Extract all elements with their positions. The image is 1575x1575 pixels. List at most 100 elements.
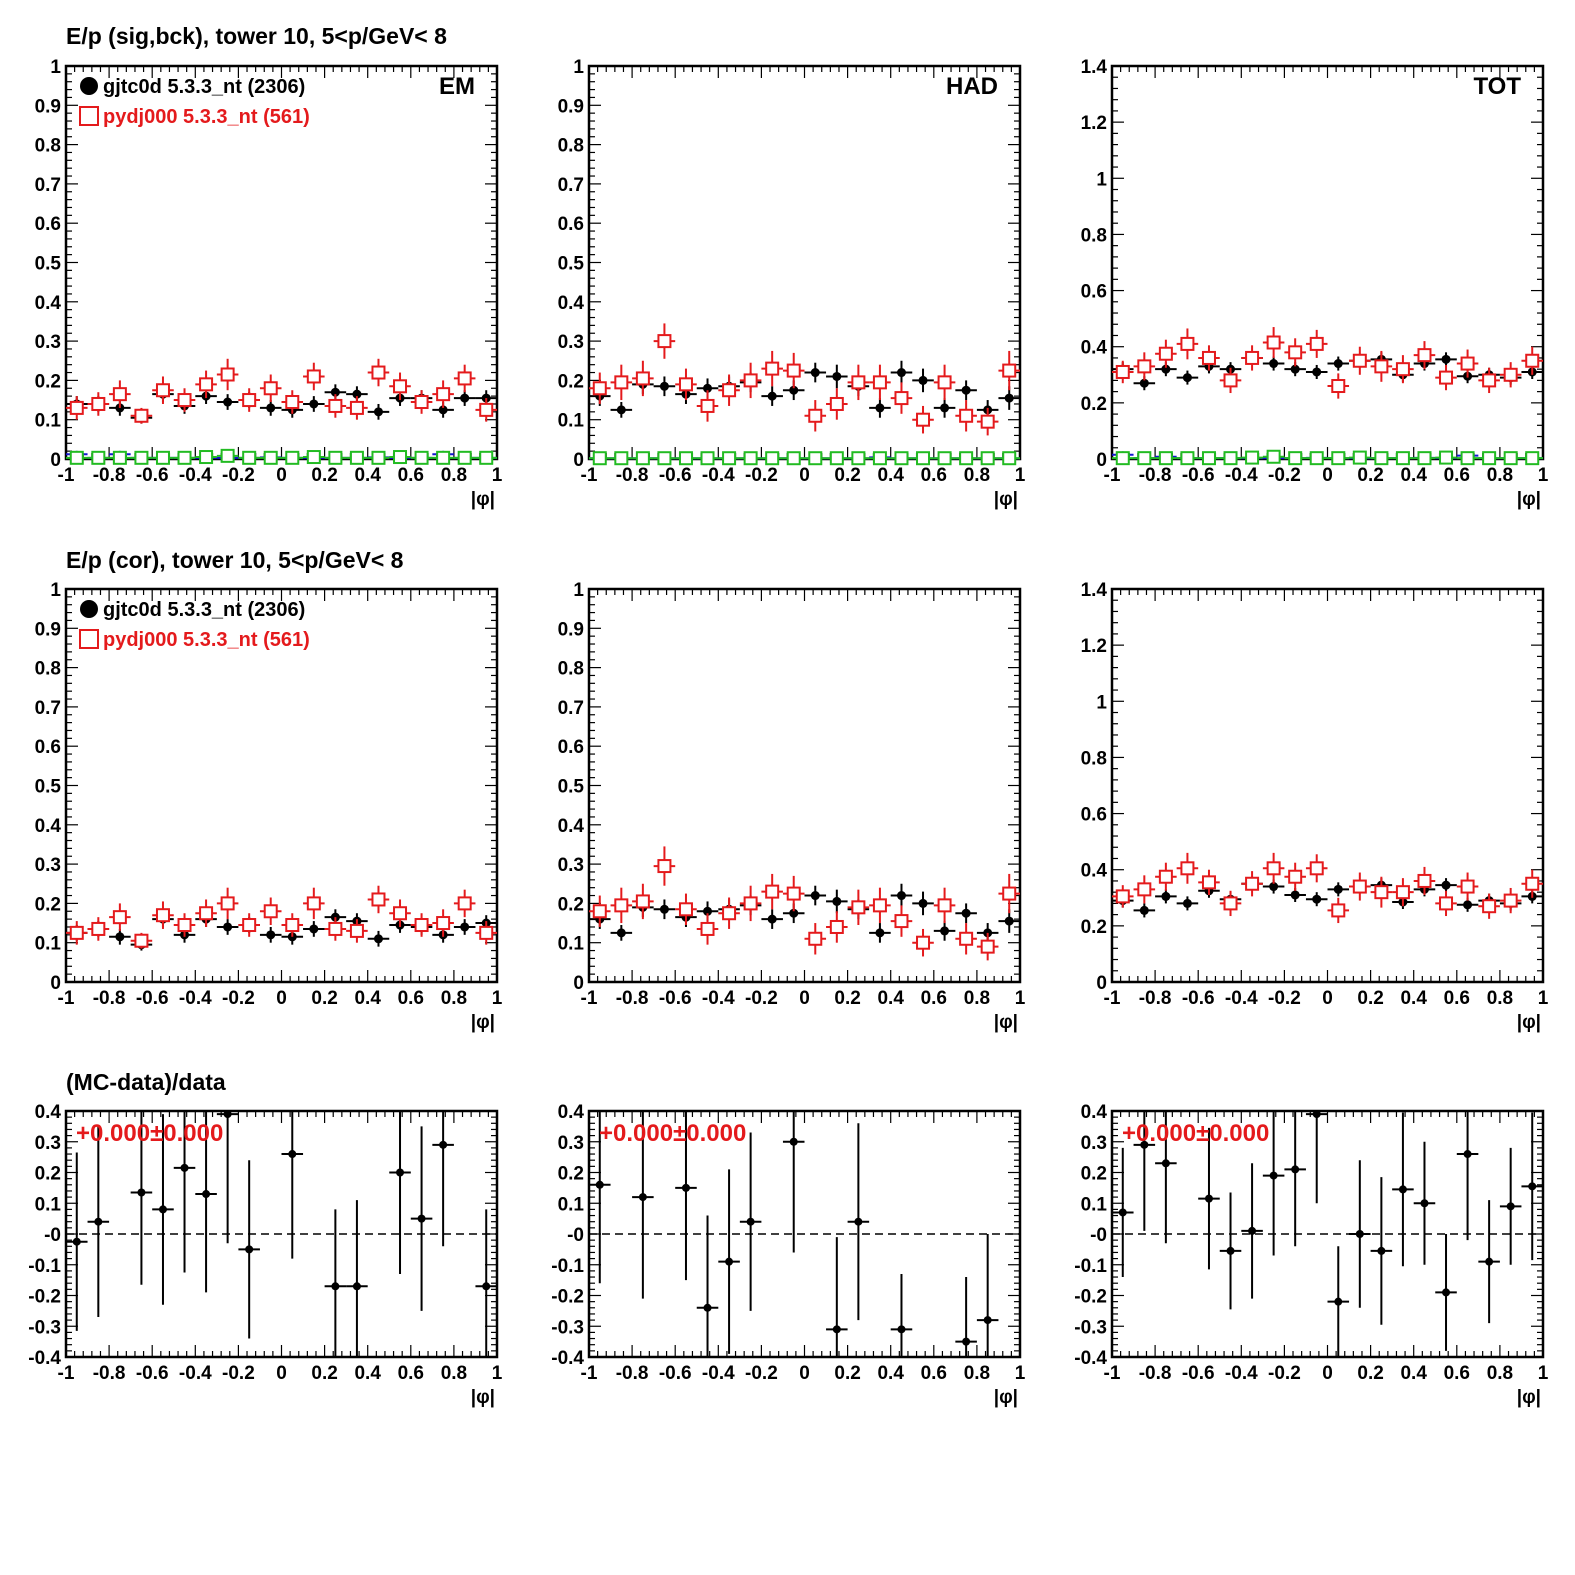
mc-point xyxy=(479,402,494,417)
legend-mc-marker xyxy=(79,106,99,126)
y-tick-label: 0.4 xyxy=(1081,338,1108,359)
x-tick-label: -0.2 xyxy=(1268,988,1301,1009)
x-tick-label: -1 xyxy=(1104,465,1121,486)
bck-mc-point xyxy=(614,451,629,466)
y-tick-label: 1 xyxy=(50,580,61,601)
ratio-point xyxy=(1334,1297,1343,1306)
data-point xyxy=(659,381,669,391)
panel-8: -1 -0.8 -0.6 -0.4 -0.2 0 0.2 0.4 0.6 0.8 1|φ|-0.4-… xyxy=(551,1102,1025,1408)
mc-point xyxy=(1180,861,1195,876)
bck-mc-point xyxy=(220,448,235,463)
mc-point xyxy=(1158,346,1173,361)
y-tick-label: 1 xyxy=(50,57,61,78)
ratio-point xyxy=(417,1214,426,1223)
y-tick-label: 0.1 xyxy=(35,1194,62,1215)
x-axis-label: |φ| xyxy=(994,1012,1018,1033)
ratio-point xyxy=(245,1245,254,1254)
mc-point xyxy=(1374,885,1389,900)
x-tick-label: -0.2 xyxy=(222,1363,255,1384)
mc-point xyxy=(1395,885,1410,900)
y-tick-label: 0.4 xyxy=(558,293,585,314)
y-tick-label: 0.1 xyxy=(1081,1194,1108,1215)
data-point xyxy=(1139,378,1149,388)
x-tick-label: -0.6 xyxy=(1182,1363,1215,1384)
y-tick-label: 0.4 xyxy=(1081,861,1108,882)
data-point xyxy=(266,403,276,413)
y-tick-label: 0.4 xyxy=(35,293,62,314)
mc-point xyxy=(457,896,472,911)
mc-point xyxy=(1525,353,1540,368)
mc-point xyxy=(894,914,909,929)
mc-point xyxy=(1439,896,1454,911)
mc-point xyxy=(678,902,693,917)
mc-point xyxy=(657,859,672,874)
data-point xyxy=(1441,880,1451,890)
mc-point xyxy=(765,884,780,899)
y-tick-label: 0.8 xyxy=(35,659,61,680)
x-tick-label: 0.4 xyxy=(877,1363,904,1384)
x-tick-label: 1 xyxy=(1015,988,1026,1009)
mc-point xyxy=(242,393,257,408)
mc-point xyxy=(700,398,715,413)
mc-point xyxy=(177,918,192,933)
bck-mc-point xyxy=(959,451,974,466)
mc-point xyxy=(1352,879,1367,894)
y-tick-label: -0.4 xyxy=(28,1348,61,1369)
x-tick-label: 0 xyxy=(799,465,810,486)
y-tick-label: 1 xyxy=(1096,169,1107,190)
data-point xyxy=(703,383,713,393)
y-tick-label: 0.2 xyxy=(558,371,584,392)
bck-mc-point xyxy=(414,450,429,465)
x-tick-label: -0.4 xyxy=(702,465,735,486)
x-tick-label: 0.6 xyxy=(398,465,424,486)
x-tick-label: -0.8 xyxy=(1139,465,1172,486)
mc-point xyxy=(328,398,343,413)
ratio-point xyxy=(1161,1159,1170,1168)
mc-point xyxy=(306,896,321,911)
bck-mc-point xyxy=(786,451,801,466)
ratio-point xyxy=(482,1282,491,1291)
mc-point xyxy=(1503,893,1518,908)
bck-mc-point xyxy=(1115,451,1130,466)
data-point xyxy=(767,391,777,401)
panel-6: -1 -0.8 -0.6 -0.4 -0.2 0 0.2 0.4 0.6 0.8 1 |φ| 0 0.2 0… xyxy=(1081,580,1549,1033)
data-point xyxy=(1441,354,1451,364)
y-tick-label: 0.3 xyxy=(35,1133,61,1154)
ratio-point xyxy=(703,1303,712,1312)
mc-point xyxy=(306,369,321,384)
x-tick-label: 0.2 xyxy=(311,1363,337,1384)
bck-mc-point xyxy=(371,450,386,465)
x-tick-label: 0.6 xyxy=(921,988,947,1009)
bck-mc-point xyxy=(436,450,451,465)
x-tick-label: 1 xyxy=(492,465,503,486)
mc-point xyxy=(371,365,386,380)
y-tick-label: 0.4 xyxy=(35,1102,62,1123)
mc-point xyxy=(285,395,300,410)
x-tick-label: 0 xyxy=(276,1363,287,1384)
y-tick-label: -0.4 xyxy=(551,1348,584,1369)
bck-mc-point xyxy=(937,451,952,466)
data-point xyxy=(940,403,950,413)
data-point xyxy=(1333,359,1343,369)
x-tick-label: -0.2 xyxy=(222,988,255,1009)
bck-mc-point xyxy=(1158,451,1173,466)
bck-mc-point xyxy=(177,450,192,465)
bck-mc-point xyxy=(1137,451,1152,466)
mc-point xyxy=(371,892,386,907)
y-tick-label: -0.3 xyxy=(1074,1317,1107,1338)
mc-point xyxy=(285,918,300,933)
data-point xyxy=(309,924,319,934)
bck-mc-point xyxy=(980,451,995,466)
y-tick-label: -0.3 xyxy=(551,1317,584,1338)
data-point xyxy=(1290,364,1300,374)
data-point xyxy=(373,407,383,417)
mc-point xyxy=(1352,353,1367,368)
bck-mc-point xyxy=(808,451,823,466)
y-tick-label: 0.6 xyxy=(558,214,584,235)
y-tick-label: 0 xyxy=(50,450,61,471)
data-point xyxy=(616,405,626,415)
x-tick-label: 0.2 xyxy=(834,1363,860,1384)
data-point xyxy=(309,399,319,409)
mc-point xyxy=(1309,336,1324,351)
